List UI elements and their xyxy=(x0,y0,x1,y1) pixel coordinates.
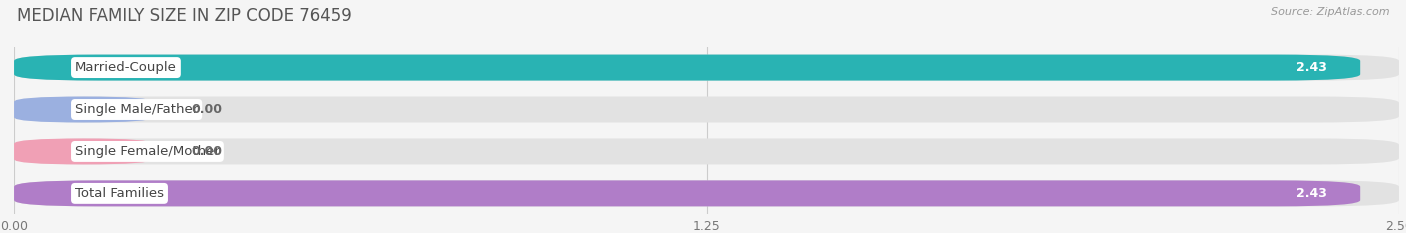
FancyBboxPatch shape xyxy=(14,55,1360,81)
Text: MEDIAN FAMILY SIZE IN ZIP CODE 76459: MEDIAN FAMILY SIZE IN ZIP CODE 76459 xyxy=(17,7,352,25)
FancyBboxPatch shape xyxy=(14,55,1399,81)
Text: 2.43: 2.43 xyxy=(1296,61,1327,74)
Text: 0.00: 0.00 xyxy=(191,103,222,116)
Text: Married-Couple: Married-Couple xyxy=(75,61,177,74)
Text: 0.00: 0.00 xyxy=(191,145,222,158)
Text: Single Male/Father: Single Male/Father xyxy=(75,103,198,116)
FancyBboxPatch shape xyxy=(14,180,1399,206)
FancyBboxPatch shape xyxy=(14,138,153,164)
FancyBboxPatch shape xyxy=(14,180,1360,206)
Text: Total Families: Total Families xyxy=(75,187,165,200)
Text: 2.43: 2.43 xyxy=(1296,187,1327,200)
FancyBboxPatch shape xyxy=(14,96,1399,123)
Text: Source: ZipAtlas.com: Source: ZipAtlas.com xyxy=(1271,7,1389,17)
FancyBboxPatch shape xyxy=(14,138,1399,164)
Text: Single Female/Mother: Single Female/Mother xyxy=(75,145,219,158)
FancyBboxPatch shape xyxy=(14,96,153,123)
